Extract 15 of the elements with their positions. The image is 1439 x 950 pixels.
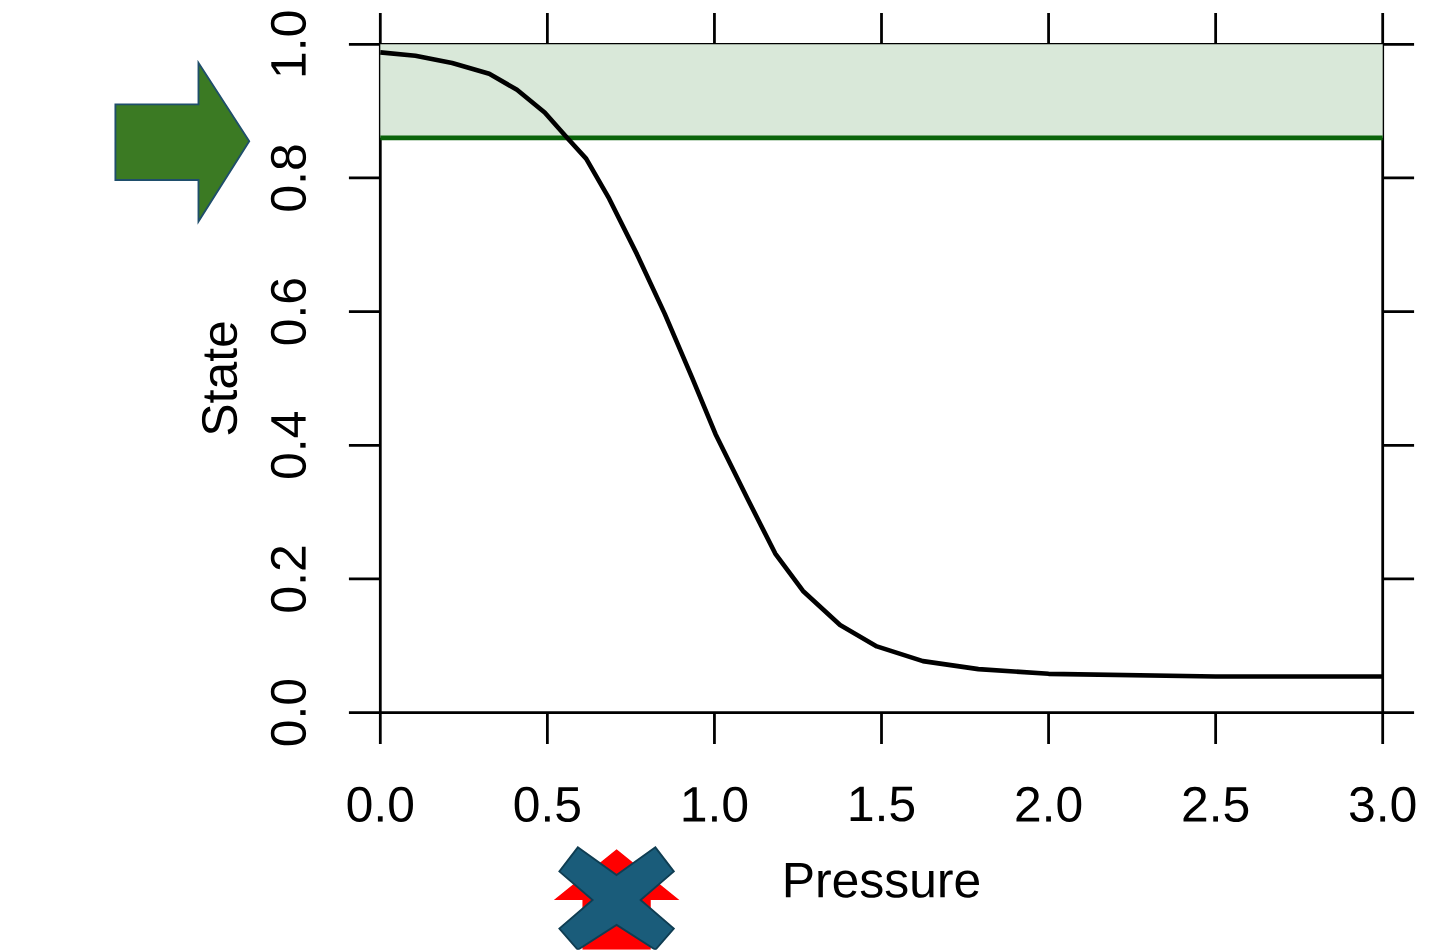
y-tick-label: 1.0 — [270, 11, 307, 76]
y-tick-label: 0.4 — [270, 412, 307, 479]
y-tick-label: 0.6 — [270, 279, 307, 345]
x-tick-label: 3.0 — [1349, 786, 1416, 823]
x-axis-title: Pressure — [785, 863, 979, 898]
y-tick-label: 0.0 — [270, 680, 307, 746]
x-tick-label: 0.0 — [347, 786, 413, 823]
x-tick-label: 1.5 — [850, 786, 915, 822]
x-tick-label: 2.0 — [1016, 786, 1082, 823]
x-tick-label: 2.5 — [1183, 786, 1249, 823]
y-axis-title: State — [201, 322, 238, 435]
y-tick-label: 0.8 — [270, 145, 307, 211]
x-tick-label: 1.0 — [683, 786, 748, 823]
y-tick-label: 0.2 — [270, 546, 307, 612]
x-tick-label: 0.5 — [514, 786, 580, 823]
